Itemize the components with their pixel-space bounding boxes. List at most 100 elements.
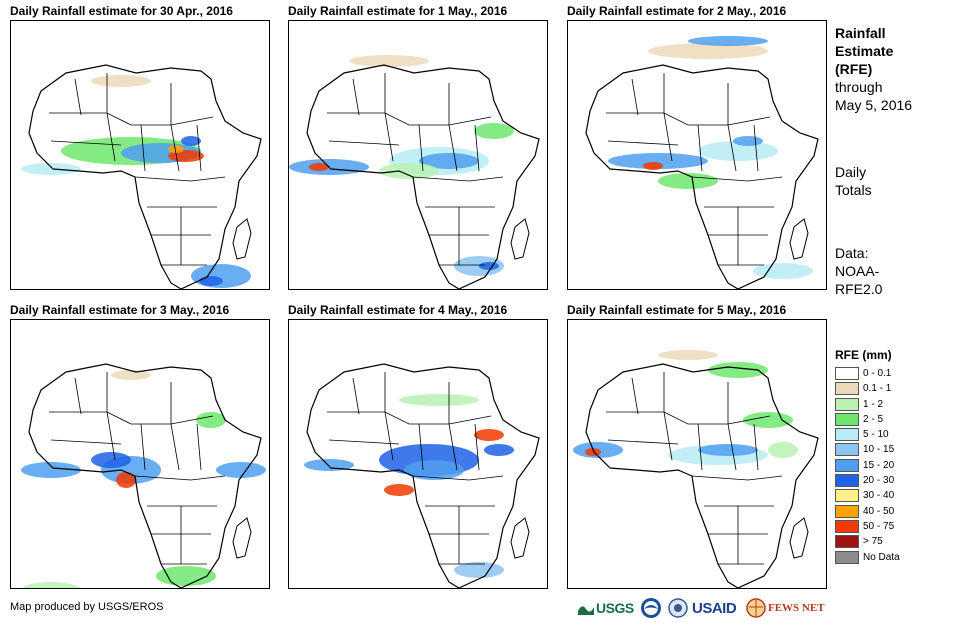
data-line: RFE2.0	[835, 281, 883, 297]
daily-line: Totals	[835, 182, 872, 198]
country-border	[384, 73, 394, 162]
legend-label: 40 - 50	[863, 505, 895, 517]
country-border	[727, 382, 737, 471]
panel-title: Daily Rainfall estimate for 2 May., 2016	[567, 4, 787, 18]
country-border	[663, 73, 673, 162]
country-border	[697, 124, 703, 172]
madagascar-outline	[789, 218, 809, 260]
rainfall-cluster	[111, 370, 151, 380]
country-border	[140, 423, 146, 471]
madagascar-outline	[232, 517, 252, 559]
heading-line: (RFE)	[835, 61, 873, 77]
country-border	[607, 439, 679, 445]
legend-swatch	[835, 519, 859, 533]
rainfall-cluster	[379, 163, 439, 179]
usaid-logo: USAID	[692, 595, 737, 621]
legend-swatch	[835, 367, 859, 380]
rainfall-cluster	[585, 448, 601, 456]
noaa-logo	[640, 595, 662, 621]
rainfall-cluster	[419, 153, 479, 169]
noaa-seal-icon	[641, 598, 661, 618]
rainfall-cluster	[608, 153, 708, 169]
panel-title: Daily Rainfall estimate for 4 May., 2016	[288, 303, 508, 317]
africa-coastline	[306, 64, 540, 289]
legend-label: 0.1 - 1	[863, 383, 892, 395]
rainfall-cluster	[349, 55, 429, 67]
rainfall-cluster	[698, 444, 758, 456]
rainfall-cluster	[484, 444, 514, 456]
country-border	[607, 140, 679, 146]
rainfall-cluster	[708, 362, 768, 378]
rainfall-cluster	[688, 36, 768, 46]
legend-swatch	[835, 474, 859, 488]
country-border	[727, 83, 737, 172]
country-border	[418, 124, 424, 172]
legend-label: 50 - 75	[863, 520, 895, 532]
sidebar-heading: Rainfall Estimate (RFE) through May 5, 2…	[835, 24, 912, 114]
legend-label: No Data	[863, 551, 900, 563]
rainfall-cluster	[181, 136, 201, 146]
legend-label: 15 - 20	[863, 459, 895, 471]
country-border	[327, 411, 492, 425]
usgs-wave-icon	[578, 606, 594, 615]
rainfall-cluster	[21, 462, 81, 478]
country-border	[196, 124, 202, 172]
africa-map-svg	[289, 21, 547, 289]
rainfall-cluster	[304, 459, 354, 471]
madagascar-outline	[510, 218, 530, 260]
usgs-logo: USGS	[578, 595, 634, 621]
legend-swatch	[835, 504, 859, 518]
rainfall-cluster	[658, 350, 718, 360]
rainfall-cluster	[21, 582, 81, 588]
legend-swatch	[835, 550, 859, 564]
legend-swatch	[835, 428, 859, 442]
fews-net-logo-text: FEWS NET	[768, 602, 825, 614]
rainfall-cluster	[91, 452, 131, 468]
legend-swatch	[835, 382, 859, 396]
legend-swatch	[835, 397, 859, 411]
usaid-logo-text: USAID	[692, 599, 737, 617]
country-border	[753, 423, 759, 471]
country-border	[49, 112, 214, 126]
rainfall-cluster	[168, 145, 184, 153]
rainfall-cluster	[404, 460, 464, 480]
data-line: NOAA-	[835, 263, 880, 279]
rainfall-cluster	[753, 263, 813, 279]
rainfall-cluster	[116, 472, 136, 488]
rainfall-cluster	[384, 484, 414, 496]
africa-map-svg	[568, 21, 826, 289]
rainfall-cluster	[658, 173, 718, 189]
country-border	[50, 140, 122, 146]
state-seal-logo	[668, 595, 688, 621]
through-date: May 5, 2016	[835, 97, 913, 113]
seal-icon	[668, 598, 688, 618]
country-border	[328, 140, 400, 146]
rainfall-cluster	[474, 123, 514, 139]
rainfall-map	[10, 319, 270, 589]
map-credit: Map produced by USGS/EROS	[10, 601, 164, 613]
rainfall-cluster	[309, 163, 329, 171]
africa-coastline	[28, 363, 262, 588]
rainfall-cluster	[399, 394, 479, 406]
legend-swatch	[835, 489, 859, 503]
madagascar-outline	[510, 517, 530, 559]
country-border	[753, 124, 759, 172]
africa-map-svg	[289, 320, 547, 588]
through-line: through	[835, 79, 883, 95]
legend-title: RFE (mm)	[835, 348, 892, 362]
rainfall-cluster	[479, 262, 499, 270]
panel-title: Daily Rainfall estimate for 5 May., 2016	[567, 303, 787, 317]
panel-title: Daily Rainfall estimate for 30 Apr., 201…	[10, 4, 233, 18]
fews-net-logo: FEWS NET	[746, 595, 825, 621]
country-border	[74, 78, 82, 116]
rainfall-map	[10, 20, 270, 290]
country-border	[50, 439, 122, 445]
madagascar-outline	[789, 517, 809, 559]
rainfall-cluster	[643, 162, 663, 170]
legend-label: 30 - 40	[863, 490, 895, 502]
data-line: Data:	[835, 245, 869, 261]
country-border	[170, 83, 180, 172]
legend-label: 20 - 30	[863, 475, 895, 487]
legend-label: 1 - 2	[863, 398, 884, 410]
country-border	[327, 112, 492, 126]
